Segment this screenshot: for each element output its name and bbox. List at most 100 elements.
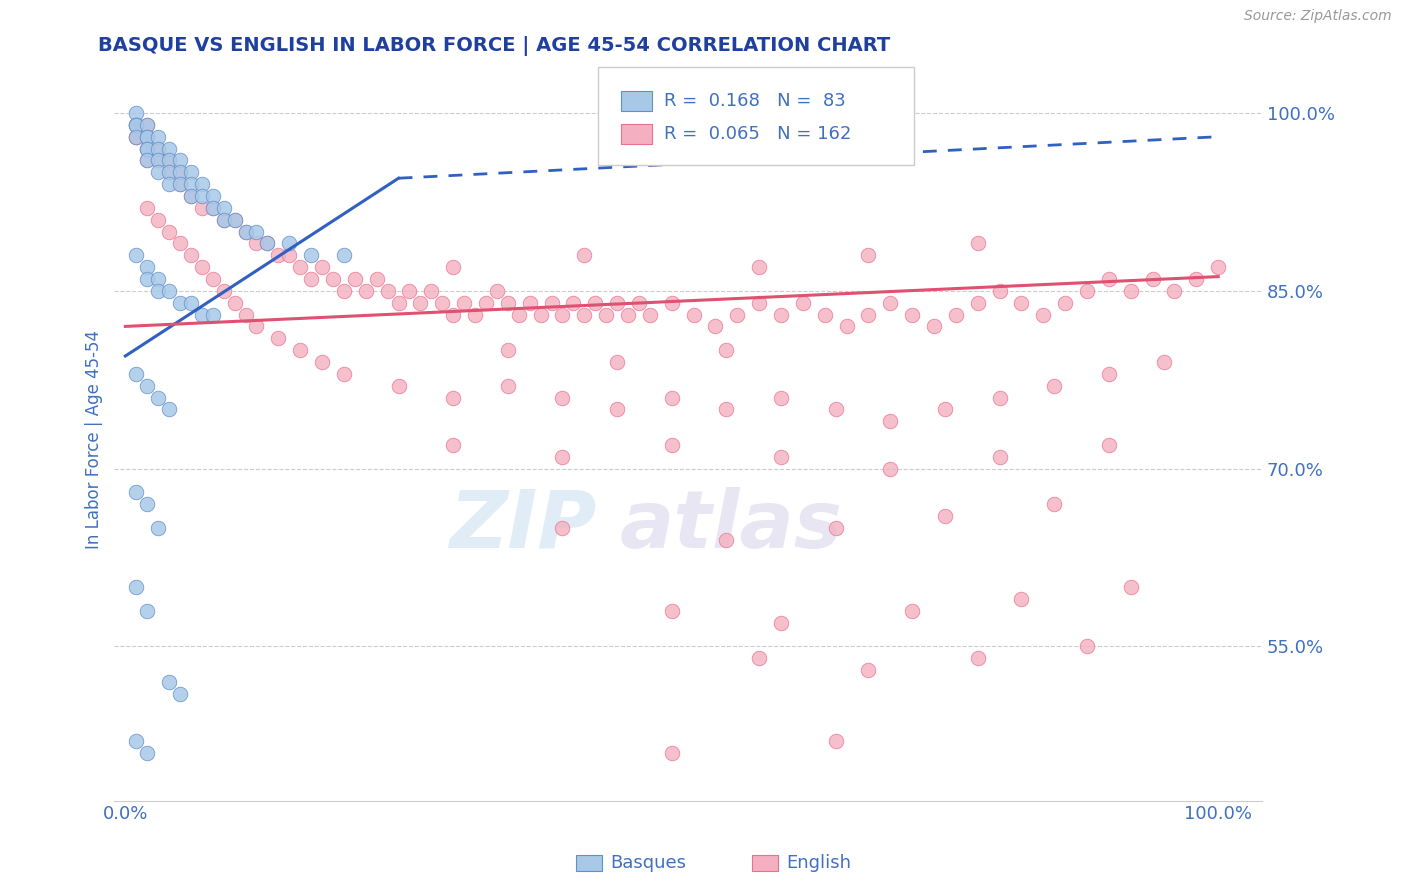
Point	[519, 295, 541, 310]
Point	[748, 295, 770, 310]
Point	[1098, 438, 1121, 452]
Point	[540, 295, 562, 310]
Text: Basques: Basques	[610, 855, 686, 872]
Point	[125, 580, 148, 594]
Point	[157, 402, 180, 417]
Point	[125, 118, 148, 132]
Point	[824, 734, 846, 748]
Point	[146, 212, 169, 227]
Point	[146, 165, 169, 179]
Point	[125, 106, 148, 120]
Point	[496, 378, 519, 392]
Point	[530, 308, 553, 322]
Point	[835, 319, 858, 334]
Point	[125, 118, 148, 132]
Point	[278, 248, 301, 262]
Point	[966, 651, 988, 665]
Point	[235, 225, 257, 239]
Text: atlas: atlas	[619, 487, 842, 565]
Point	[409, 295, 432, 310]
Point	[136, 260, 159, 274]
Point	[224, 212, 246, 227]
Point	[748, 260, 770, 274]
Point	[224, 295, 246, 310]
Point	[1098, 367, 1121, 381]
Point	[180, 189, 202, 203]
Point	[299, 272, 322, 286]
Point	[169, 165, 191, 179]
Point	[136, 142, 159, 156]
Point	[311, 355, 333, 369]
Point	[136, 378, 159, 392]
Point	[595, 308, 617, 322]
Point	[201, 201, 224, 215]
Point	[245, 319, 267, 334]
Point	[201, 201, 224, 215]
Point	[136, 604, 159, 618]
Point	[485, 284, 508, 298]
Point	[146, 153, 169, 168]
Point	[508, 308, 530, 322]
Point	[770, 615, 793, 630]
Point	[245, 236, 267, 251]
Point	[136, 746, 159, 760]
Point	[224, 212, 246, 227]
Point	[464, 308, 486, 322]
Point	[157, 153, 180, 168]
Point	[146, 153, 169, 168]
Point	[879, 295, 901, 310]
Point	[136, 142, 159, 156]
Point	[146, 142, 169, 156]
Point	[201, 189, 224, 203]
Point	[191, 308, 214, 322]
Point	[988, 391, 1011, 405]
Point	[770, 391, 793, 405]
Point	[770, 308, 793, 322]
Point	[125, 118, 148, 132]
Point	[716, 343, 738, 358]
Point	[169, 153, 191, 168]
Point	[453, 295, 475, 310]
Point	[235, 225, 257, 239]
Point	[235, 308, 257, 322]
Point	[1054, 295, 1077, 310]
Point	[496, 343, 519, 358]
Point	[1119, 284, 1142, 298]
Point	[661, 604, 683, 618]
Point	[901, 308, 924, 322]
Point	[136, 129, 159, 144]
Point	[551, 450, 574, 464]
Point	[136, 272, 159, 286]
Point	[377, 284, 399, 298]
Point	[420, 284, 443, 298]
Point	[245, 225, 267, 239]
Point	[157, 675, 180, 690]
Point	[212, 212, 235, 227]
Point	[157, 284, 180, 298]
Point	[441, 438, 464, 452]
Point	[278, 236, 301, 251]
Point	[1011, 295, 1033, 310]
Point	[606, 402, 628, 417]
Point	[191, 201, 214, 215]
Point	[136, 129, 159, 144]
Point	[725, 308, 748, 322]
Point	[169, 236, 191, 251]
Point	[934, 402, 956, 417]
Point	[157, 153, 180, 168]
Point	[441, 260, 464, 274]
Text: R =  0.065   N = 162: R = 0.065 N = 162	[664, 125, 851, 143]
Point	[333, 248, 356, 262]
Point	[551, 521, 574, 535]
Point	[146, 521, 169, 535]
Point	[1043, 497, 1066, 511]
Point	[169, 177, 191, 191]
Text: English: English	[786, 855, 851, 872]
Point	[212, 201, 235, 215]
Point	[191, 177, 214, 191]
Point	[169, 295, 191, 310]
Text: Source: ZipAtlas.com: Source: ZipAtlas.com	[1244, 9, 1392, 23]
Point	[1076, 640, 1098, 654]
Point	[146, 129, 169, 144]
Point	[901, 604, 924, 618]
